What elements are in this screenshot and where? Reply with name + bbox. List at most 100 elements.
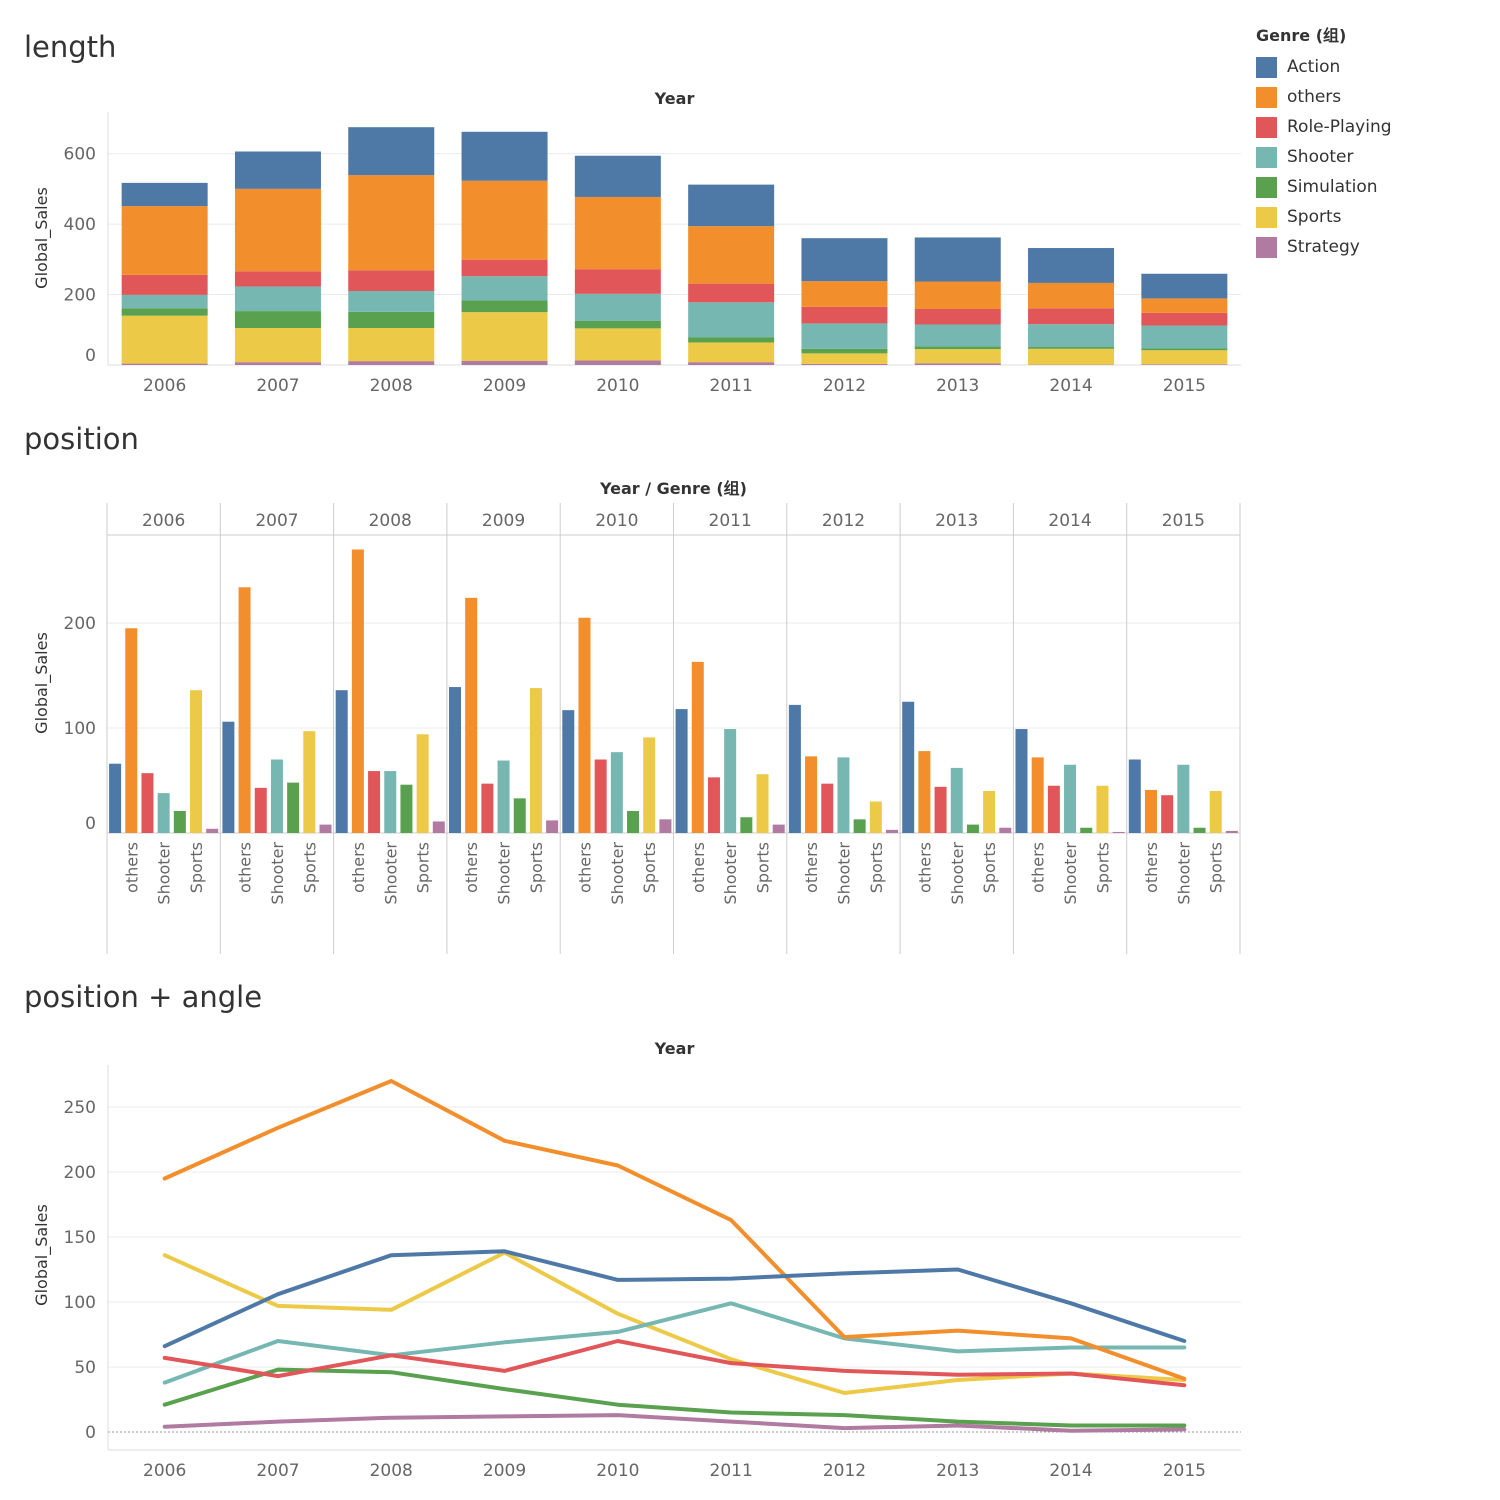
chart1-bar-segment-sports (1141, 350, 1228, 365)
legend-item-simulation[interactable]: Simulation (1256, 172, 1392, 202)
chart3-line-strategy (162, 1413, 1187, 1433)
chart1-x-tick-label: 2006 (143, 376, 186, 396)
chart2-y-tick-label: 0 (85, 814, 96, 834)
chart3-x-tick-label: 2008 (370, 1461, 413, 1481)
chart2-genre-label: others (236, 842, 255, 893)
chart1-bar-segment-action (801, 238, 888, 282)
legend-item-role-playing[interactable]: Role-Playing (1256, 112, 1392, 142)
chart2-genre-label: Shooter (834, 842, 853, 905)
chart1-bar-segment-action (1141, 273, 1228, 299)
chart1-x-tick-label: 2014 (1049, 376, 1092, 396)
chart2-bar-simulation (173, 810, 186, 833)
chart2-bar-action (562, 710, 575, 833)
chart2-genre-label: Shooter (608, 842, 627, 905)
legend-swatch (1256, 86, 1277, 108)
chart2-bar-action (1128, 759, 1141, 833)
chart1-bar-segment-strategy (688, 362, 775, 365)
chart1-bar-segment-sports (121, 315, 208, 364)
chart2-y-tick-label: 200 (64, 614, 96, 634)
chart2-bar-strategy (206, 828, 219, 833)
chart1-bar-segment-sports (574, 328, 661, 361)
chart2-bar-shooter (950, 767, 963, 833)
chart2-bar-strategy (546, 820, 559, 833)
chart1-y-axis-label: Global_Sales (32, 187, 52, 289)
section-title-position-angle: position + angle (24, 980, 263, 1014)
chart1-bar-segment-simulation (688, 337, 775, 343)
genre-legend[interactable]: Genre (组) Action others Role-Playing Shoote… (1256, 22, 1392, 262)
chart1-y-tick-label: 200 (64, 286, 96, 306)
chart2-genre-label: Shooter (1174, 842, 1193, 905)
chart1-bar-segment-role-playing (688, 283, 775, 303)
chart1-y-tick-label: 0 (85, 346, 96, 366)
chart3-line-role-playing (162, 1339, 1187, 1388)
chart2-genre-label: Sports (754, 842, 773, 893)
chart3-x-tick-label: 2011 (710, 1461, 753, 1481)
chart2-bar-action (788, 704, 801, 833)
chart1-bar-segment-others (914, 281, 1001, 309)
chart3-x-tick-label: 2007 (256, 1461, 299, 1481)
chart2-genre-label: Shooter (268, 842, 287, 905)
chart2-bar-others (578, 617, 591, 833)
chart2-genre-label: others (1029, 842, 1048, 893)
chart3-x-tick-label: 2006 (143, 1461, 186, 1481)
legend-item-sports[interactable]: Sports (1256, 202, 1392, 232)
chart3-x-tick-label: 2009 (483, 1461, 526, 1481)
legend-item-others[interactable]: others (1256, 82, 1392, 112)
chart2-bar-simulation (400, 784, 413, 833)
chart2-genre-label: others (1142, 842, 1161, 893)
chart1-bar-segment-shooter (461, 276, 548, 301)
chart2-y-axis-label: Global_Sales (32, 632, 52, 734)
chart2-genre-label: Shooter (495, 842, 514, 905)
chart1-x-tick-label: 2007 (256, 376, 299, 396)
chart1-x-tick-label: 2011 (710, 376, 753, 396)
chart1-bar-segment-sports (234, 328, 321, 363)
chart1-bar-segment-role-playing (348, 270, 435, 292)
chart3-x-tick-label: 2012 (823, 1461, 866, 1481)
chart1-bar-segment-simulation (1028, 347, 1115, 349)
chart2-bar-sports (1209, 791, 1222, 833)
chart2-bar-role-playing (821, 783, 834, 833)
legend-item-shooter[interactable]: Shooter (1256, 142, 1392, 172)
chart3-y-tick-label: 0 (85, 1423, 96, 1443)
legend-item-action[interactable]: Action (1256, 52, 1392, 82)
chart1-bar-segment-shooter (914, 324, 1001, 347)
legend-item-strategy[interactable]: Strategy (1256, 232, 1392, 262)
chart1-x-tick-label: 2012 (823, 376, 866, 396)
chart1-bar-segment-shooter (121, 294, 208, 309)
chart2-bar-role-playing (707, 777, 720, 833)
chart3-line-sports (162, 1250, 1187, 1395)
chart1-bar-segment-simulation (234, 311, 321, 329)
chart1-bar-segment-sports (801, 353, 888, 364)
chart2-bar-shooter (1064, 764, 1077, 833)
chart2-bar-others (125, 628, 138, 833)
chart1-bar-segment-role-playing (1028, 308, 1115, 325)
chart2-bar-shooter (1177, 764, 1190, 833)
chart2-bar-sports (190, 690, 203, 833)
chart1-x-tick-label: 2010 (596, 376, 639, 396)
chart2-genre-label: others (915, 842, 934, 893)
chart2-bar-others (1144, 789, 1157, 833)
chart2-bar-strategy (432, 821, 445, 833)
chart2-genre-label: Sports (980, 842, 999, 893)
chart3-line-action (162, 1249, 1187, 1349)
chart1-bar-segment-role-playing (461, 259, 548, 277)
chart2-bar-sports (303, 731, 316, 833)
chart2-bar-strategy (1112, 831, 1125, 833)
chart2-bar-simulation (966, 824, 979, 833)
chart2-bar-sports (529, 688, 542, 833)
chart2-genre-label: Shooter (948, 842, 967, 905)
chart3-header: Year (654, 1039, 695, 1058)
chart2-genre-label: Sports (640, 842, 659, 893)
chart1-bar-segment-simulation (574, 320, 661, 329)
chart1-x-tick-label: 2015 (1163, 376, 1206, 396)
chart2-bar-shooter (497, 760, 510, 833)
chart2-header: Year / Genre (组) (599, 479, 747, 498)
chart2-bar-simulation (513, 798, 526, 833)
chart2-genre-label: others (575, 842, 594, 893)
chart2-bar-role-playing (141, 773, 154, 833)
chart1-bar-segment-strategy (801, 363, 888, 365)
chart1-bar-segment-strategy (121, 363, 208, 365)
legend-label: Role-Playing (1287, 117, 1392, 137)
chart1-bar-segment-sports (1028, 348, 1115, 365)
legend-label: Action (1287, 57, 1341, 77)
